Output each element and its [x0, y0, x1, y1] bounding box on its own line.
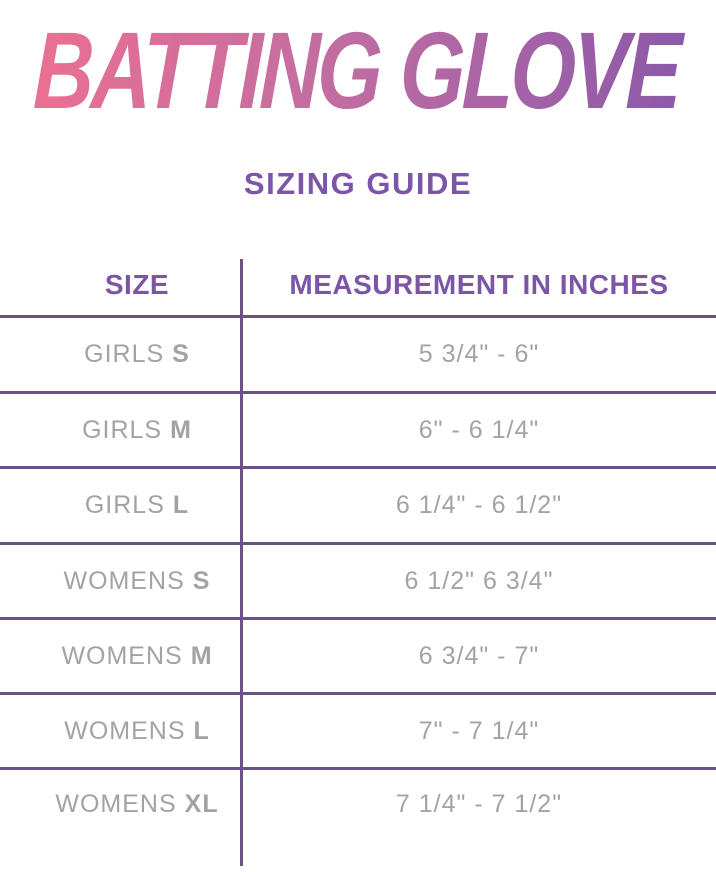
table-row: WOMENS XL 7 1/4" - 7 1/2": [0, 770, 716, 866]
table-row: GIRLS L 6 1/4" - 6 1/2": [0, 469, 716, 545]
size-letter: XL: [184, 790, 219, 818]
table-row: GIRLS M 6" - 6 1/4": [0, 394, 716, 469]
size-letter: S: [172, 340, 190, 368]
table-row: WOMENS L 7" - 7 1/4": [0, 695, 716, 770]
table-row: GIRLS S 5 3/4" - 6": [0, 318, 716, 394]
measurement-value: 6 1/4" - 6 1/2": [395, 491, 563, 519]
size-label: GIRLS L: [0, 491, 242, 520]
size-label: GIRLS S: [0, 340, 242, 369]
measurement-value: 7 1/4" - 7 1/2": [395, 790, 563, 818]
sizing-guide-heading: SIZING GUIDE: [243, 166, 473, 201]
page-title: BATTING GLOVE: [0, 8, 716, 134]
size-letter: S: [192, 566, 211, 595]
column-header-measurement: MEASUREMENT IN INCHES: [289, 269, 669, 300]
size-label: GIRLS M: [0, 416, 242, 445]
table-header-row: SIZE MEASUREMENT IN INCHES: [0, 255, 716, 318]
table-row: WOMENS M 6 3/4" - 7": [0, 620, 716, 695]
size-letter: M: [170, 415, 192, 444]
size-group: GIRLS: [82, 415, 163, 444]
size-group: WOMENS: [61, 641, 183, 670]
measurement-value: 7" - 7 1/4": [418, 716, 540, 745]
table-row: WOMENS S 6 1/2" 6 3/4": [0, 545, 716, 620]
column-divider-line: [240, 259, 243, 866]
size-label: WOMENS S: [0, 567, 242, 596]
size-label: WOMENS XL: [0, 790, 242, 819]
measurement-value: 6 1/2" 6 3/4": [404, 566, 554, 595]
measurement-value: 5 3/4" - 6": [418, 340, 540, 368]
column-header-size: SIZE: [104, 269, 170, 300]
size-group: WOMENS: [55, 790, 177, 818]
size-letter: M: [190, 641, 213, 670]
size-label: WOMENS L: [0, 717, 242, 746]
size-table: SIZE MEASUREMENT IN INCHES GIRLS S 5 3/4…: [0, 255, 716, 866]
measurement-value: 6 3/4" - 7": [418, 641, 540, 670]
size-group: GIRLS: [84, 491, 165, 519]
size-letter: L: [172, 491, 190, 519]
size-group: WOMENS: [64, 716, 186, 745]
size-group: GIRLS: [84, 340, 165, 368]
size-group: WOMENS: [63, 566, 185, 595]
size-letter: L: [193, 716, 210, 745]
size-label: WOMENS M: [0, 642, 242, 671]
measurement-value: 6" - 6 1/4": [418, 415, 540, 444]
